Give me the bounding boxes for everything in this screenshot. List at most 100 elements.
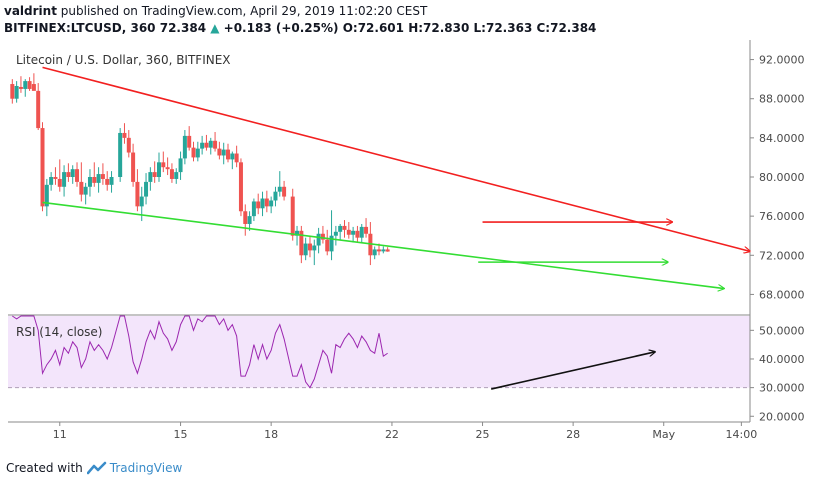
candle bbox=[312, 239, 317, 266]
candle-body bbox=[251, 201, 256, 217]
candle-body bbox=[31, 84, 36, 91]
created-with-text: Created with bbox=[6, 461, 83, 475]
candle bbox=[303, 237, 308, 261]
candle bbox=[161, 151, 166, 173]
candle-body bbox=[161, 162, 166, 168]
candle-body bbox=[238, 162, 243, 212]
candle-body bbox=[333, 231, 338, 236]
candle-body bbox=[131, 152, 136, 182]
candle bbox=[251, 198, 256, 222]
candle bbox=[247, 211, 252, 231]
candle-body bbox=[144, 181, 149, 197]
candle-body bbox=[126, 137, 131, 153]
red-resistance-line bbox=[42, 66, 750, 251]
candle-body bbox=[312, 245, 317, 251]
candle-body bbox=[165, 167, 170, 170]
candle bbox=[109, 171, 114, 193]
candle-body bbox=[282, 186, 287, 197]
tradingview-brand[interactable]: TradingView bbox=[86, 461, 182, 475]
candle bbox=[122, 123, 127, 144]
candle bbox=[282, 180, 287, 201]
candle-body bbox=[338, 225, 343, 232]
candle bbox=[299, 225, 304, 264]
price-tick-label: 84.0000 bbox=[759, 132, 805, 145]
candle bbox=[148, 167, 153, 191]
price-chart[interactable]: 68.0000 72.0000 76.0000 80.0000 84.0000 88.00… bbox=[0, 40, 815, 460]
symbol-info: BITFINEX:LTCUSD, 360 72.384 ▲ +0.183 (+0… bbox=[4, 21, 596, 35]
candle-body bbox=[243, 211, 248, 224]
price-tick-label: 68.0000 bbox=[759, 288, 805, 301]
candle bbox=[70, 165, 75, 184]
time-tick-label: 25 bbox=[476, 428, 490, 441]
candle-body bbox=[234, 153, 239, 163]
candle-body bbox=[174, 172, 179, 179]
candle bbox=[208, 137, 213, 155]
rsi-tick-label: 40.0000 bbox=[759, 353, 805, 366]
candle-body bbox=[66, 172, 71, 177]
time-tick-label: 22 bbox=[385, 428, 399, 441]
candle bbox=[273, 186, 278, 207]
candle-body bbox=[316, 233, 321, 246]
candle-body bbox=[70, 169, 75, 177]
candle-body bbox=[364, 226, 369, 234]
candle bbox=[87, 169, 92, 197]
candle bbox=[381, 246, 386, 254]
change-up-icon: ▲ bbox=[210, 21, 220, 35]
candle-body bbox=[139, 196, 144, 207]
candle bbox=[144, 173, 149, 205]
candle bbox=[105, 171, 110, 191]
candle bbox=[79, 162, 84, 202]
candle bbox=[27, 77, 32, 91]
price-tick-label: 72.0000 bbox=[759, 249, 805, 262]
candle-body bbox=[152, 172, 157, 177]
candle bbox=[256, 193, 261, 215]
candle bbox=[217, 141, 222, 160]
candle-body bbox=[230, 153, 235, 160]
candle-body bbox=[355, 230, 360, 238]
candle bbox=[62, 165, 67, 197]
candle bbox=[169, 163, 174, 183]
candle bbox=[14, 81, 19, 103]
open-label: O: bbox=[342, 21, 358, 35]
last-price: 72.384 bbox=[159, 21, 207, 35]
candle bbox=[290, 188, 295, 241]
candle-body bbox=[135, 181, 140, 207]
time-tick-label: 14:00 bbox=[726, 428, 758, 441]
candle bbox=[213, 131, 218, 152]
candle bbox=[346, 222, 351, 239]
candle bbox=[342, 220, 347, 238]
candle-body bbox=[148, 172, 153, 182]
price-tick-label: 76.0000 bbox=[759, 210, 805, 223]
candle bbox=[195, 141, 200, 162]
candle-body bbox=[96, 174, 101, 183]
candle-body bbox=[105, 178, 110, 185]
candle bbox=[10, 79, 15, 104]
candle-body bbox=[290, 196, 295, 236]
candle-body bbox=[325, 239, 330, 252]
candle-body bbox=[208, 140, 213, 148]
author-name[interactable]: valdrint bbox=[4, 4, 57, 18]
time-tick-label: 18 bbox=[264, 428, 278, 441]
candle bbox=[152, 161, 157, 183]
candle-body bbox=[87, 177, 92, 187]
price-chart-title: Litecoin / U.S. Dollar, 360, BITFINEX bbox=[16, 53, 231, 67]
candle-body bbox=[221, 149, 226, 156]
candle bbox=[226, 143, 231, 163]
candle bbox=[178, 151, 183, 180]
candle-body bbox=[299, 230, 304, 256]
candle bbox=[156, 152, 161, 182]
low-value: 72.363 bbox=[485, 21, 533, 35]
candle-body bbox=[57, 178, 62, 187]
candle bbox=[40, 122, 45, 212]
candle bbox=[338, 223, 343, 240]
candle-body bbox=[346, 229, 351, 235]
candle-body bbox=[187, 135, 192, 148]
candle-body bbox=[40, 128, 45, 207]
footer: Created with TradingView bbox=[6, 461, 182, 475]
candle-body bbox=[385, 249, 390, 252]
symbol-name: BITFINEX:LTCUSD, 360 bbox=[4, 21, 156, 35]
candle-body bbox=[269, 200, 274, 207]
candle bbox=[269, 196, 274, 214]
candle-body bbox=[49, 177, 54, 185]
time-tick-label: 11 bbox=[53, 428, 67, 441]
